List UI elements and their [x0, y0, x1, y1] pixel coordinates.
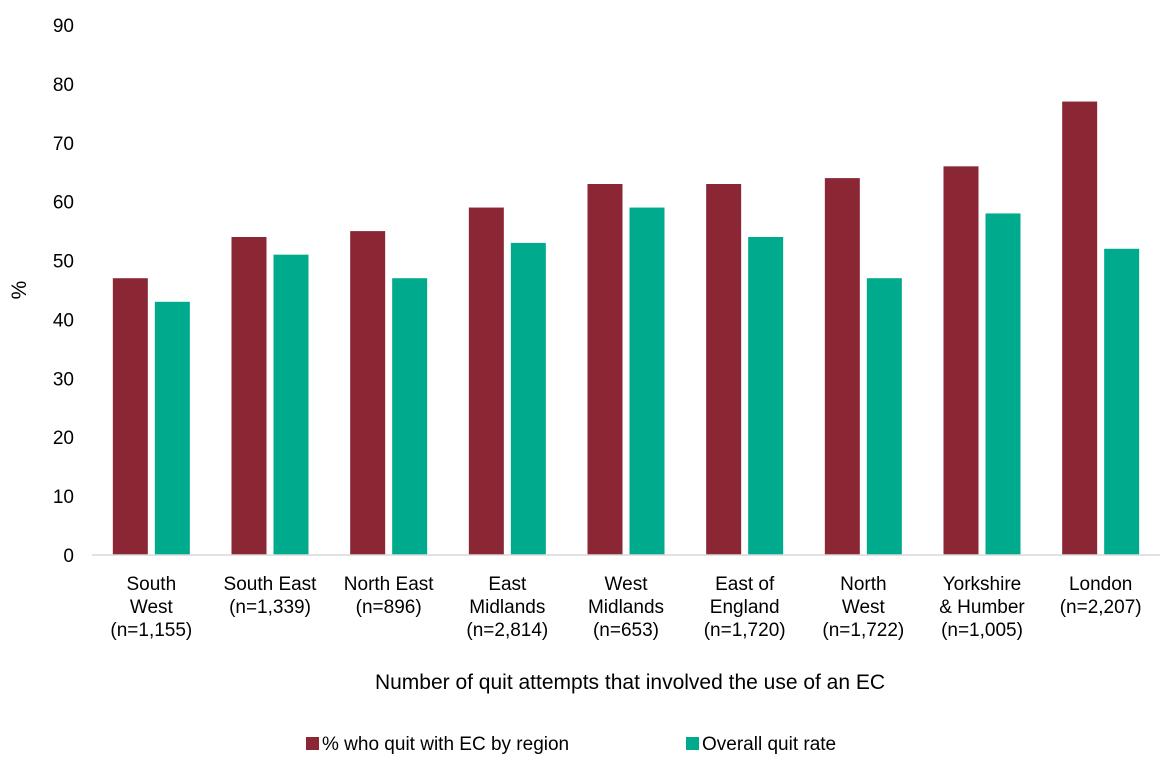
x-category-label: Yorkshire & Humber (n=1,005) — [939, 574, 1025, 641]
x-category-label-line: (n=1,155) — [110, 620, 192, 641]
bar-quit-with-ec — [469, 208, 504, 555]
x-category-label-line: (n=2,814) — [466, 620, 548, 641]
x-category-label-line: Yorkshire — [943, 574, 1022, 595]
bar-overall-quit-rate — [155, 302, 190, 555]
bar-overall-quit-rate — [867, 278, 902, 555]
bar-quit-with-ec — [1062, 102, 1097, 555]
bar-quit-with-ec — [350, 231, 385, 555]
x-category-label-line: West — [130, 597, 174, 618]
legend-swatch — [686, 737, 699, 750]
x-category-label-line: North — [840, 574, 886, 595]
chart-bars — [113, 102, 1139, 555]
y-tick-label: 10 — [53, 487, 74, 508]
x-category-label: West Midlands (n=653) — [588, 574, 664, 641]
x-category-label: South East (n=1,339) — [224, 574, 318, 618]
x-category-label: South West (n=1,155) — [110, 574, 192, 641]
legend-swatch — [306, 737, 319, 750]
x-axis-title: Number of quit attempts that involved th… — [375, 671, 885, 694]
bar-quit-with-ec — [588, 184, 623, 555]
bar-quit-with-ec — [232, 237, 267, 555]
x-category-label-line: East — [488, 574, 527, 595]
bar-quit-with-ec — [944, 166, 979, 555]
y-axis-ticks: 0 10 20 30 40 50 60 70 80 90 — [53, 16, 74, 567]
x-category-label-line: West — [605, 574, 649, 595]
x-category-label-line: North East — [344, 574, 434, 595]
x-category-label-line: South East — [224, 574, 318, 595]
legend-label: Overall quit rate — [702, 734, 836, 755]
bar-quit-with-ec — [825, 178, 860, 555]
x-category-label-line: (n=896) — [356, 597, 422, 618]
x-category-label-line: (n=1,339) — [229, 597, 311, 618]
x-category-label-line: England — [710, 597, 780, 618]
y-tick-label: 30 — [53, 369, 74, 390]
bar-overall-quit-rate — [1104, 249, 1139, 555]
x-category-label-line: (n=1,720) — [704, 620, 786, 641]
bar-overall-quit-rate — [630, 208, 665, 555]
x-category-label-line: & Humber — [939, 597, 1025, 618]
bar-quit-with-ec — [113, 278, 148, 555]
y-tick-label: 50 — [53, 252, 74, 273]
chart-legend: % who quit with EC by region Overall quit… — [306, 734, 836, 755]
bar-overall-quit-rate — [274, 255, 309, 555]
category-labels: South West (n=1,155)South East (n=1,339)Nor… — [110, 574, 1141, 641]
x-category-label-line: Midlands — [588, 597, 664, 618]
bar-quit-with-ec — [706, 184, 741, 555]
x-category-label: London (n=2,207) — [1060, 574, 1142, 618]
y-tick-label: 20 — [53, 428, 74, 449]
bar-overall-quit-rate — [511, 243, 546, 555]
x-category-label-line: (n=2,207) — [1060, 597, 1142, 618]
x-category-label: North West (n=1,722) — [822, 574, 904, 641]
bar-overall-quit-rate — [986, 213, 1021, 555]
y-tick-label: 40 — [53, 310, 74, 331]
x-category-label: East Midlands (n=2,814) — [466, 574, 548, 641]
x-category-label-line: Midlands — [469, 597, 545, 618]
bar-overall-quit-rate — [748, 237, 783, 555]
y-axis-title: % — [8, 281, 31, 300]
x-category-label-line: West — [842, 597, 886, 618]
y-tick-label: 80 — [53, 75, 74, 96]
x-category-label: North East (n=896) — [344, 574, 434, 618]
x-category-label-line: (n=1,722) — [822, 620, 904, 641]
x-category-label-line: South — [127, 574, 177, 595]
y-tick-label: 90 — [53, 16, 74, 37]
x-category-label-line: (n=1,005) — [941, 620, 1023, 641]
bar-overall-quit-rate — [392, 278, 427, 555]
x-category-label-line: (n=653) — [593, 620, 659, 641]
x-category-label-line: East of — [715, 574, 775, 595]
y-tick-label: 70 — [53, 134, 74, 155]
legend-label: % who quit with EC by region — [322, 734, 569, 755]
x-category-label-line: London — [1069, 574, 1132, 595]
y-tick-label: 0 — [63, 546, 74, 567]
x-category-label: East of England (n=1,720) — [704, 574, 786, 641]
y-tick-label: 60 — [53, 193, 74, 214]
